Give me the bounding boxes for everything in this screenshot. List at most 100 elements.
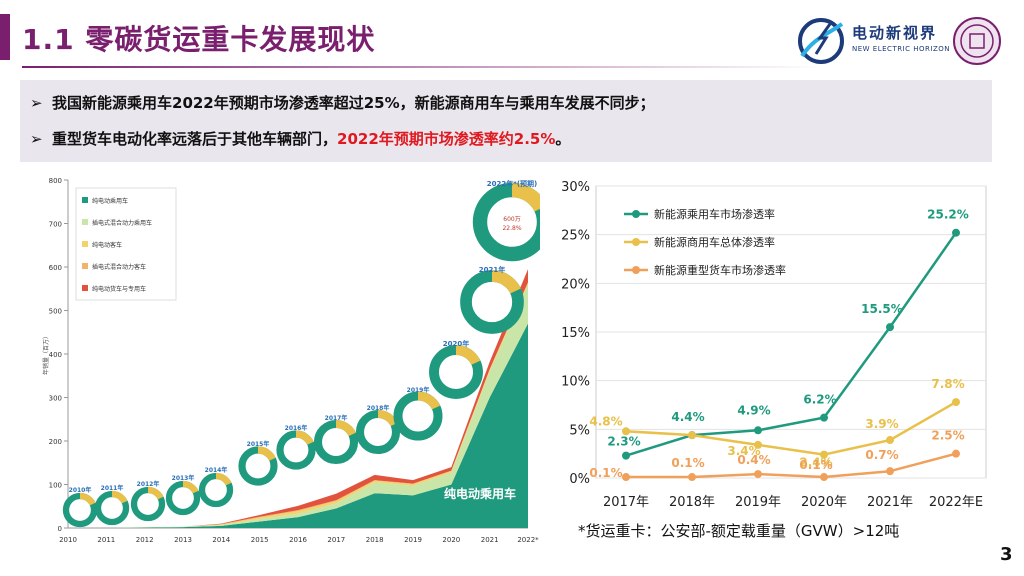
donut-year-label: 2022年*(预期) [487, 179, 538, 188]
donut-hole [287, 441, 305, 459]
legend-swatch [82, 285, 88, 291]
ev-sales-area-chart: 0 100 200 300 400 500 600 700 800 年销量（百万） 2010 2011… [40, 172, 540, 548]
x-tick-label: 2015 [251, 536, 269, 544]
page-title: 1.1 零碳货运重卡发展现状 [22, 23, 376, 56]
donut-hole [494, 204, 530, 240]
title-accent-bar [0, 14, 10, 60]
y-tick-label: 0% [569, 472, 590, 487]
donut-segment [429, 345, 483, 399]
x-tick-label: 2022* [517, 536, 539, 544]
donut-hole [104, 500, 120, 516]
series-line-1 [625, 232, 958, 457]
legend-label: 新能源商用车总体渗透率 [654, 235, 775, 249]
donut-segment [276, 430, 316, 470]
donut-hole [443, 359, 469, 385]
y-tick-label: 800 [49, 177, 62, 185]
legend-marker [632, 266, 640, 274]
donut-year-label: 2010年 [69, 486, 92, 494]
donut-year-label: 2013年 [172, 474, 195, 482]
bullet-2: ➢ 重型货车电动化率远落后于其他车辆部门，2022年预期市场渗透率约2.5%。 [30, 128, 570, 149]
x-tick-label: 2020 [442, 536, 460, 544]
data-label: 6.2% [803, 393, 836, 407]
x-tick-label: 2019 [404, 536, 422, 544]
arrow-bullet-icon: ➢ [30, 130, 43, 148]
x-tick-label: 2017 [327, 536, 345, 544]
data-label: 0.1% [589, 466, 622, 480]
y-axis-label: 年销量（百万） [42, 333, 50, 375]
donut-year-label: 2011年 [101, 484, 124, 492]
donut-year-label: 2014年 [205, 466, 228, 474]
data-point [820, 450, 828, 459]
donut-segment [165, 480, 201, 516]
year-donut: 2012年 [130, 480, 166, 522]
donut-hole [326, 432, 346, 452]
data-point [754, 470, 762, 479]
data-point [622, 427, 630, 436]
donut-value-label: 22.8% [502, 225, 521, 232]
donut-year-label: 2015年 [247, 440, 270, 448]
data-label: 0.1% [671, 456, 704, 470]
x-tick-label: 2021年 [867, 495, 913, 510]
year-donut: 2020年 [429, 339, 483, 399]
x-tick-label: 2022年E [929, 495, 983, 510]
legend-label: 纯电动客车 [92, 241, 122, 249]
university-seal-icon [953, 17, 1001, 65]
x-tick-label: 2012 [136, 536, 154, 544]
y-tick-label: 500 [49, 308, 62, 316]
x-tick-label: 2019年 [735, 495, 781, 510]
data-point [754, 440, 762, 449]
data-point [688, 431, 696, 440]
year-donut: 2017年 [313, 414, 359, 465]
year-donut: 2014年 [198, 466, 234, 508]
data-label: 4.9% [737, 403, 770, 417]
x-tick-label: 2020年 [801, 495, 847, 510]
donut-hole [208, 482, 224, 498]
bullet-2-text: 重型货车电动化率远落后于其他车辆部门， [52, 130, 338, 148]
y-tick-label: 600 [49, 264, 62, 272]
y-tick-label: 200 [49, 438, 62, 446]
legend-swatch [82, 197, 88, 203]
y-tick-label: 30% [561, 180, 590, 195]
donut-year-label: 2021年 [479, 265, 505, 274]
data-point [820, 413, 828, 422]
data-label: 0.7% [865, 448, 898, 462]
data-label: 7.8% [931, 377, 964, 391]
donut-hole [368, 422, 388, 442]
donut-year-label: 2017年 [325, 414, 348, 422]
x-tick-label: 2017年 [603, 495, 649, 510]
legend-swatch [82, 241, 88, 247]
legend-label: 插电式混合动力客车 [92, 263, 146, 271]
y-tick-label: 400 [49, 351, 62, 359]
data-point [952, 449, 960, 458]
x-tick-label: 2013 [174, 536, 192, 544]
donut-value-label: 600万 [503, 216, 520, 223]
donut-hole [72, 502, 88, 518]
y-tick-label: 15% [561, 326, 590, 341]
data-point [886, 467, 894, 476]
data-label: 2.5% [931, 429, 964, 443]
data-label: 4.4% [671, 410, 704, 424]
donut-year-label: 2020年 [443, 339, 469, 348]
data-point [622, 451, 630, 460]
x-tick-label: 2011 [97, 536, 115, 544]
year-donut: 2011年 [94, 484, 130, 526]
title-underline [22, 66, 822, 68]
year-donut: 2015年 [238, 440, 278, 486]
data-label: 2.4% [799, 456, 832, 470]
donut-year-label: 2018年 [367, 404, 390, 412]
donut-segment [238, 446, 278, 486]
summary-box: ➢ 我国新能源乘用车2022年预期市场渗透率超过25%，新能源商用车与乘用车发展不… [20, 80, 992, 162]
data-label: 3.4% [727, 444, 760, 458]
bullet-2-highlight: 2022年预期市场渗透率约2.5% [337, 130, 556, 148]
data-label: 2.3% [607, 435, 640, 449]
legend-swatch [82, 219, 88, 225]
year-donut: 2013年 [165, 474, 201, 516]
legend-marker [632, 210, 640, 218]
year-donut: 2019年 [393, 386, 443, 441]
data-point [886, 436, 894, 445]
y-tick-label: 700 [49, 221, 62, 229]
data-point [952, 228, 960, 237]
donut-hole [407, 405, 429, 427]
area-label: 纯电动乘用车 [444, 486, 516, 501]
data-point [952, 398, 960, 407]
